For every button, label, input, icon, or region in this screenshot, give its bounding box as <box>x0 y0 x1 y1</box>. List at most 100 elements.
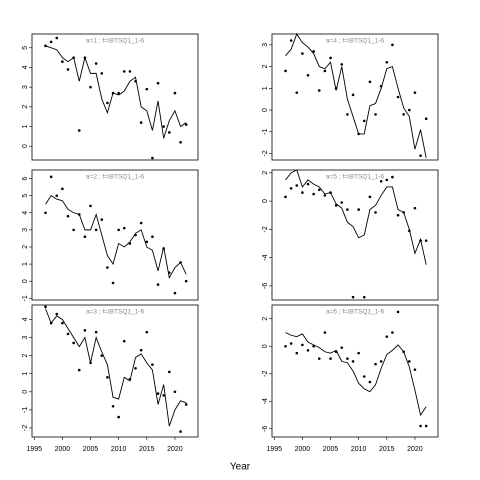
panel-title: a=4 ; f=IBTSQ1_1-6 <box>326 38 385 45</box>
data-point <box>374 113 377 116</box>
data-point <box>151 363 154 366</box>
panel-title: a=3 ; f=IBTSQ1_1-6 <box>86 309 145 316</box>
data-point <box>385 335 389 338</box>
data-point <box>55 194 59 197</box>
data-point <box>61 187 64 191</box>
data-point <box>284 195 287 199</box>
data-point <box>77 368 81 372</box>
data-point <box>77 129 81 132</box>
y-tick-label: 0 <box>22 390 29 394</box>
data-point <box>295 184 299 187</box>
data-point <box>72 56 75 59</box>
data-point <box>168 370 171 374</box>
data-point <box>139 121 143 124</box>
data-point <box>391 175 394 179</box>
data-point <box>168 131 171 134</box>
data-point <box>173 91 177 95</box>
data-point <box>128 70 132 73</box>
data-point <box>100 218 104 221</box>
data-point <box>145 87 149 91</box>
data-point <box>374 362 377 366</box>
x-tick-label: 2000 <box>55 446 71 453</box>
data-point <box>49 40 53 44</box>
data-point <box>122 70 126 73</box>
y-tick-label: -2 <box>262 150 269 156</box>
data-point <box>134 233 137 237</box>
data-point <box>346 357 349 360</box>
data-point <box>329 191 332 194</box>
data-point <box>72 228 75 232</box>
panel-frame <box>271 169 439 301</box>
y-tick-label: 0 <box>262 199 269 203</box>
data-point <box>179 430 182 433</box>
data-point <box>329 357 332 360</box>
y-tick-label: -2 <box>262 226 269 232</box>
x-tick-label: 1995 <box>26 446 42 453</box>
y-tick-label: -1 <box>22 295 29 301</box>
y-tick-label: -2 <box>22 425 29 431</box>
x-tick-label: 2010 <box>111 446 127 453</box>
data-point <box>139 348 143 352</box>
panel-frame <box>31 33 199 161</box>
data-point <box>391 331 394 334</box>
data-point <box>301 343 304 347</box>
data-point <box>396 310 400 314</box>
data-point <box>179 261 182 264</box>
data-point <box>284 344 287 348</box>
data-point <box>173 291 177 295</box>
y-tick-label: 2 <box>262 317 269 321</box>
data-point <box>351 295 355 299</box>
data-point <box>408 229 411 233</box>
data-point <box>49 175 53 179</box>
data-point <box>379 180 383 183</box>
data-point <box>61 60 64 63</box>
panel-title: a=6 ; f=IBTSQ1_1-6 <box>326 309 385 316</box>
y-tick-label: 1 <box>22 262 29 266</box>
y-tick-label: 2 <box>22 105 29 109</box>
series-line <box>285 33 427 158</box>
data-point <box>145 330 149 334</box>
data-point <box>83 235 87 239</box>
data-point <box>306 73 310 77</box>
y-tick-label: 1 <box>262 86 269 90</box>
series-line <box>45 45 187 139</box>
data-point <box>55 36 59 40</box>
data-point <box>385 178 389 182</box>
data-point <box>151 235 154 239</box>
data-point <box>424 424 428 428</box>
data-point <box>89 204 92 208</box>
y-tick-label: 2 <box>262 65 269 69</box>
data-point <box>317 357 321 360</box>
x-tick-label: 2005 <box>323 446 339 453</box>
data-point <box>162 394 165 397</box>
y-tick-label: 6 <box>22 177 29 181</box>
y-tick-label: -4 <box>262 254 269 260</box>
x-tick-label: 2010 <box>351 446 367 453</box>
y-tick-label: 2 <box>22 354 29 358</box>
data-point <box>128 242 132 245</box>
data-point <box>334 87 338 90</box>
y-tick-label: 4 <box>22 65 29 69</box>
data-point <box>173 390 177 394</box>
data-point <box>419 154 422 157</box>
data-point <box>340 346 344 349</box>
data-point <box>323 69 327 73</box>
data-point <box>100 72 104 75</box>
data-point <box>424 239 428 242</box>
y-tick-label: 3 <box>22 336 29 340</box>
data-point <box>89 85 92 89</box>
data-point <box>346 113 349 116</box>
data-point <box>94 330 98 334</box>
y-tick-label: -6 <box>262 283 269 289</box>
data-point <box>44 44 47 48</box>
data-point <box>419 424 422 428</box>
data-point <box>145 240 149 244</box>
data-point <box>156 81 160 85</box>
data-point <box>323 331 327 334</box>
data-point <box>289 342 293 345</box>
x-axis-label: Year <box>230 462 251 473</box>
y-tick-label: 3 <box>22 85 29 89</box>
data-point <box>301 191 304 194</box>
data-point <box>402 211 405 214</box>
